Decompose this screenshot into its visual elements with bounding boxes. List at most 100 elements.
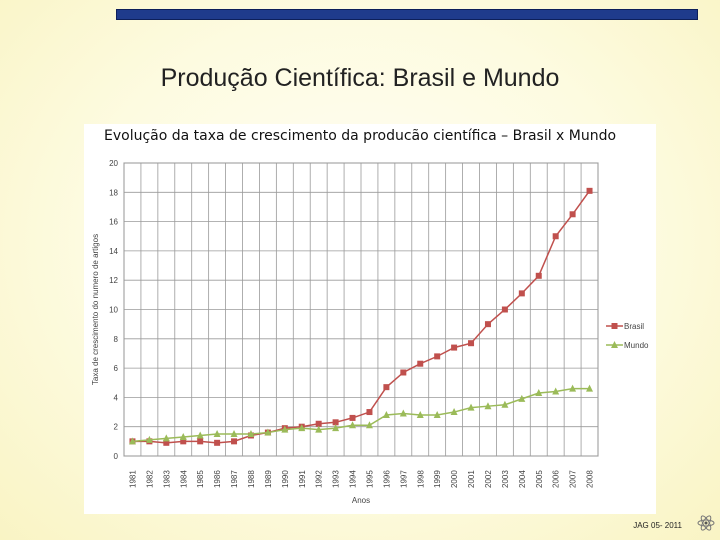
y-axis-title: Taxa de crescimento do numero de artigos <box>91 234 100 385</box>
series-mundo-point <box>281 425 289 433</box>
x-tick-label: 1997 <box>399 470 408 488</box>
y-tick-label: 0 <box>114 452 119 461</box>
x-tick-label: 2004 <box>518 470 527 488</box>
series-brasil-point <box>231 438 238 445</box>
series-mundo-point <box>332 424 340 432</box>
x-tick-label: 1983 <box>162 470 171 488</box>
x-tick-label: 1989 <box>264 470 273 488</box>
x-tick-label: 1984 <box>179 470 188 488</box>
series-mundo-point <box>145 435 153 443</box>
x-tick-label: 1982 <box>145 470 154 488</box>
x-tick-label: 1994 <box>349 470 358 488</box>
y-tick-label: 14 <box>109 247 118 256</box>
series-brasil-point <box>163 439 170 446</box>
series-mundo-point <box>433 410 441 418</box>
y-tick-label: 6 <box>114 364 119 373</box>
series-mundo-point <box>450 408 458 416</box>
x-tick-label: 1991 <box>298 470 307 488</box>
y-tick-label: 18 <box>109 188 118 197</box>
series-brasil-point <box>484 321 491 328</box>
series-brasil-point <box>569 211 576 218</box>
chart-title: Evolução da taxa de crescimento da produ… <box>104 128 617 144</box>
series-brasil-point <box>535 272 542 279</box>
x-tick-label: 1985 <box>196 470 205 488</box>
series-brasil-point <box>501 306 508 313</box>
series-brasil-line <box>132 190 591 444</box>
x-tick-label: 1990 <box>281 470 290 488</box>
series-mundo-point <box>365 421 373 429</box>
series-brasil-point <box>180 438 187 445</box>
series-mundo-point <box>247 430 255 438</box>
slide-title: Produção Científica: Brasil e Mundo <box>160 64 560 92</box>
legend-mundo-label: Mundo <box>624 341 649 350</box>
series-brasil-point <box>552 233 559 240</box>
series-mundo-point <box>230 430 238 438</box>
x-tick-label: 1995 <box>365 470 374 488</box>
x-axis-title: Anos <box>352 496 370 505</box>
x-tick-label: 2008 <box>586 470 595 488</box>
series-mundo-point <box>484 402 492 410</box>
x-tick-label: 2000 <box>450 470 459 488</box>
y-tick-label: 16 <box>109 218 118 227</box>
legend-brasil-label: Brasil <box>624 322 644 331</box>
header-bar <box>116 9 698 20</box>
legend-brasil-marker <box>611 323 618 329</box>
series-mundo-point <box>501 400 509 408</box>
series-brasil-point <box>197 438 204 445</box>
x-tick-label: 2005 <box>535 470 544 488</box>
series-mundo-point <box>128 437 136 445</box>
series-mundo-point <box>196 431 204 439</box>
series-brasil-point <box>315 420 322 427</box>
y-tick-label: 2 <box>114 423 119 432</box>
series-brasil-point <box>518 290 525 297</box>
x-tick-label: 1996 <box>382 470 391 488</box>
series-mundo-point <box>298 424 306 432</box>
series-mundo-point <box>552 387 560 395</box>
legend-mundo-marker <box>611 341 618 348</box>
y-tick-label: 10 <box>109 306 118 315</box>
series-mundo-line <box>132 387 590 443</box>
x-tick-label: 1998 <box>416 470 425 488</box>
x-tick-label: 2003 <box>501 470 510 488</box>
series-brasil-point <box>349 414 356 421</box>
series-brasil-point <box>434 353 441 360</box>
x-tick-label: 2006 <box>552 470 561 488</box>
series-mundo-point <box>349 421 357 429</box>
x-tick-label: 1981 <box>128 470 137 488</box>
x-tick-label: 1993 <box>332 470 341 488</box>
series-brasil-point <box>400 369 407 376</box>
x-tick-label: 1988 <box>247 470 256 488</box>
series-mundo-point <box>399 409 407 417</box>
x-tick-label: 2001 <box>467 470 476 488</box>
series-mundo-point <box>467 403 475 411</box>
series-mundo-point <box>416 410 424 418</box>
y-tick-label: 4 <box>114 393 119 402</box>
series-brasil-point <box>468 340 475 347</box>
series-mundo-point <box>586 384 594 392</box>
y-tick-label: 12 <box>109 276 118 285</box>
x-tick-label: 2007 <box>569 470 578 488</box>
x-tick-label: 1987 <box>230 470 239 488</box>
series-brasil-point <box>383 384 390 391</box>
series-brasil-point <box>417 360 424 367</box>
series-mundo-point <box>264 428 272 436</box>
series-mundo-point <box>179 432 187 440</box>
series-brasil-point <box>586 187 593 194</box>
series-brasil-point <box>366 409 373 416</box>
series-mundo-point <box>535 389 543 397</box>
series-mundo-point <box>569 384 577 392</box>
footer-text: JAG 05- 2011 <box>633 521 682 530</box>
series-brasil-point <box>214 439 221 446</box>
series-mundo-point <box>518 394 526 402</box>
series-brasil-point <box>332 419 339 426</box>
x-tick-label: 1992 <box>315 470 324 488</box>
x-tick-label: 2002 <box>484 470 493 488</box>
series-mundo-point <box>315 425 323 433</box>
y-tick-label: 20 <box>109 159 118 168</box>
series-mundo-point <box>162 434 170 442</box>
logo-icon <box>697 515 715 531</box>
x-tick-label: 1999 <box>433 470 442 488</box>
series-mundo-point <box>213 430 221 438</box>
x-tick-label: 1986 <box>213 470 222 488</box>
